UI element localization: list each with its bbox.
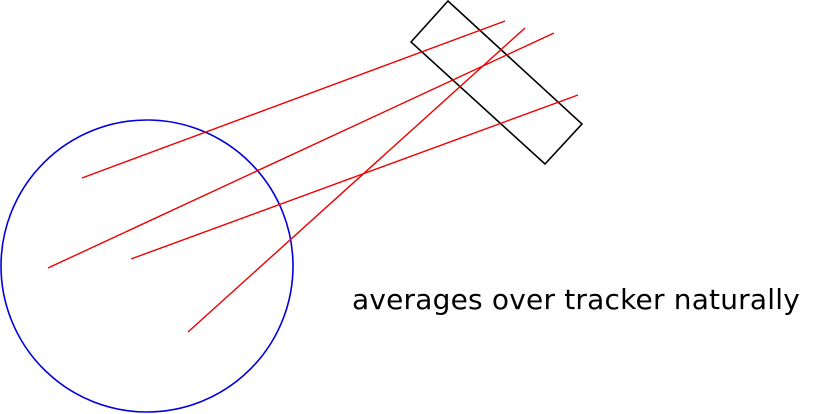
ray-line-4 — [187, 27, 526, 333]
ray-line-1 — [81, 20, 506, 179]
ray-line-3 — [130, 94, 579, 260]
ray-line-2 — [47, 32, 555, 269]
caption-text: averages over tracker naturally — [352, 283, 800, 316]
tracker-rectangle — [409, 0, 584, 166]
interaction-region-circle — [0, 119, 294, 413]
